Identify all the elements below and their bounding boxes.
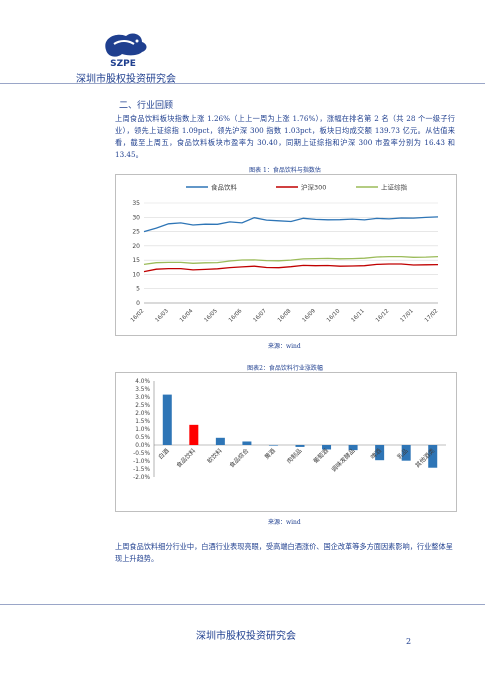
category-label: 白酒	[157, 447, 171, 461]
y-tick-label: 30	[132, 214, 140, 221]
bar	[268, 445, 278, 446]
y-tick-label: -1.5%	[133, 467, 150, 473]
y-tick-label: 10	[132, 271, 140, 278]
footer-divider	[0, 604, 485, 605]
figure2-chart-frame: 4.0% 3.5% 3.0% 2.5% 2.0% 1.5% 1.0% 0.5% 0.0% -0.5…	[115, 372, 457, 512]
bar	[428, 445, 438, 468]
logo-text: SZPE	[110, 59, 136, 68]
y-tick-label: 2.5%	[135, 403, 150, 409]
y-tick-label: 0.5%	[135, 435, 150, 441]
series-line	[143, 263, 439, 273]
y-tick-label: 0.0%	[135, 443, 150, 449]
y-tick-label: 15	[132, 257, 140, 264]
company-logo: SZPE	[92, 28, 154, 69]
y-tick-label: -1.0%	[133, 459, 150, 465]
x-tick-label: 16/08	[277, 308, 293, 324]
x-tick-label: 16/06	[228, 308, 244, 324]
bar	[242, 441, 252, 445]
category-label: 肉制品	[285, 447, 303, 465]
series-line	[143, 216, 439, 233]
bar	[322, 445, 332, 450]
category-label: 软饮料	[205, 447, 223, 465]
x-tick-label: 17/02	[424, 308, 439, 323]
bar	[295, 445, 305, 447]
bar	[189, 424, 199, 445]
x-tick-label: 16/05	[203, 308, 219, 324]
section-paragraph: 上周食品饮料板块指数上涨 1.26%（上上一周为上涨 1.76%），涨幅在排名第…	[115, 114, 455, 159]
figure2-caption: 图表2：食品饮料行业涨跌幅	[247, 365, 323, 372]
y-tick-label: 4.0%	[135, 379, 150, 385]
legend-label: 上证综指	[381, 183, 408, 192]
footer-org-name: 深圳市股权投资研究会	[196, 631, 296, 642]
y-tick-label: 35	[132, 200, 140, 207]
page-number: 2	[406, 637, 412, 646]
y-tick-label: 5	[136, 286, 140, 293]
x-tick-label: 16/10	[326, 308, 342, 324]
y-tick-label: -0.5%	[133, 451, 150, 457]
figure1-chart-frame: 0 5 10 15 20 25 30 35 16/02 16/03 16/04 16/05 16/06 1…	[115, 174, 457, 336]
bar	[215, 437, 225, 445]
figure1-caption: 图表 1：食品饮料与指数估	[249, 167, 321, 174]
y-tick-label: 1.5%	[135, 419, 150, 425]
bar	[162, 394, 172, 445]
legend-label: 食品饮料	[211, 183, 238, 192]
header-divider	[0, 83, 485, 84]
category-label: 调味发酵品	[330, 447, 357, 474]
logo-mark: SZPE	[105, 33, 147, 69]
y-tick-label: 20	[132, 243, 140, 250]
bar	[375, 445, 385, 461]
bar	[401, 445, 411, 461]
y-tick-label: 0	[136, 300, 140, 307]
series-line	[143, 255, 439, 266]
y-tick-label: 3.0%	[135, 395, 150, 401]
figure2-source: 来源：wind	[268, 519, 301, 526]
x-tick-label: 16/02	[130, 308, 145, 323]
legend-label: 沪深300	[301, 183, 326, 192]
x-tick-label: 16/07	[252, 308, 268, 324]
y-tick-label: 3.5%	[135, 387, 150, 393]
category-label: 黄酒	[263, 447, 277, 461]
closing-paragraph: 上周食品饮料细分行业中，白酒行业表现亮眼，受高端白酒涨价、国企改革等多方面因素影…	[115, 542, 453, 563]
x-tick-label: 16/03	[154, 308, 170, 324]
x-tick-label: 16/04	[179, 308, 195, 324]
y-tick-label: 1.0%	[135, 427, 150, 433]
bar-chart: 4.0% 3.5% 3.0% 2.5% 2.0% 1.5% 1.0% 0.5% 0.0% -0.5…	[133, 379, 446, 481]
line-chart: 0 5 10 15 20 25 30 35 16/02 16/03 16/04 16/05 16/06 1…	[130, 183, 439, 324]
y-tick-label: -2.0%	[133, 475, 150, 481]
y-tick-label: 2.0%	[135, 411, 150, 417]
category-label: 葡萄酒	[312, 447, 330, 465]
category-label: 食品综合	[228, 447, 251, 470]
figure1-source: 来源：wind	[268, 343, 301, 350]
bar	[348, 445, 358, 451]
category-label: 食品饮料	[175, 447, 198, 470]
x-tick-label: 17/01	[399, 308, 414, 323]
section-title: 二、行业回顾	[119, 101, 174, 111]
header-org-name: 深圳市股权投资研究会	[76, 74, 176, 85]
x-tick-label: 16/12	[375, 308, 390, 323]
x-tick-label: 16/09	[301, 308, 317, 324]
x-tick-label: 16/11	[350, 308, 365, 323]
y-tick-label: 25	[132, 229, 140, 236]
